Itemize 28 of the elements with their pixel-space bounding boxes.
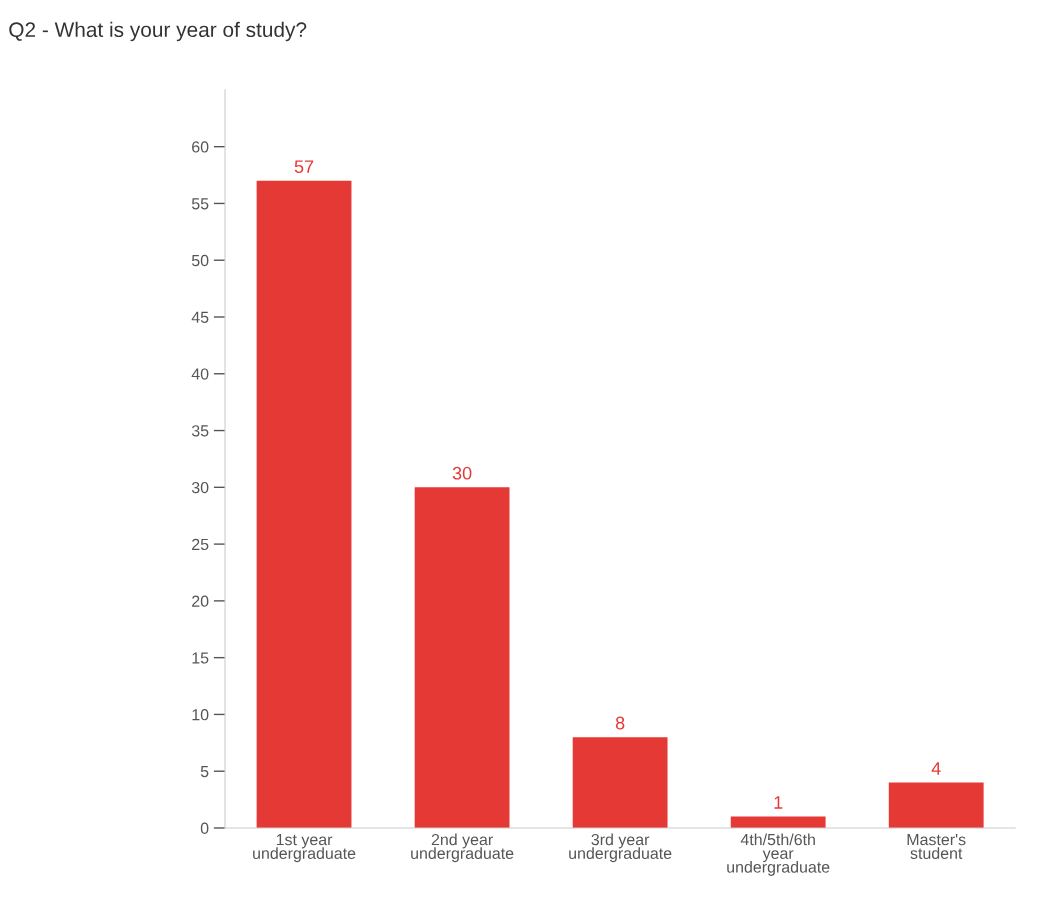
y-tick-label: 0 xyxy=(200,822,209,834)
chart-title: Q2 - What is your year of study? xyxy=(9,21,307,42)
data-label: 30 xyxy=(452,466,472,480)
y-tick-label: 15 xyxy=(192,652,209,664)
y-tick-label: 40 xyxy=(191,368,209,380)
y-tick-label: 35 xyxy=(191,425,209,437)
x-tick-label: Master's student xyxy=(907,834,966,859)
data-label: 57 xyxy=(294,160,314,174)
data-label: 1 xyxy=(774,796,783,809)
y-tick-label: 20 xyxy=(192,595,209,607)
y-tick-label: 50 xyxy=(191,254,209,267)
data-label: 4 xyxy=(931,762,941,775)
bar xyxy=(414,487,510,828)
y-tick-label: 25 xyxy=(192,538,209,551)
bar xyxy=(888,782,984,828)
y-tick-label: 5 xyxy=(200,766,209,778)
x-tick-label: 4th/5th/6th year undergraduate xyxy=(727,833,830,876)
x-tick-label: 2nd year undergraduate xyxy=(411,833,514,863)
y-tick-label: 30 xyxy=(191,481,209,494)
bar xyxy=(572,737,668,828)
y-tick-label: 60 xyxy=(192,141,209,153)
bar xyxy=(256,180,352,828)
y-tick-label: 55 xyxy=(191,198,209,210)
data-label: 8 xyxy=(615,716,625,730)
x-tick-label: 3rd year undergraduate xyxy=(569,833,672,863)
x-tick-label: 1st year undergraduate xyxy=(253,834,356,863)
y-tick-label: 45 xyxy=(191,311,209,323)
y-tick-label: 10 xyxy=(192,709,209,721)
